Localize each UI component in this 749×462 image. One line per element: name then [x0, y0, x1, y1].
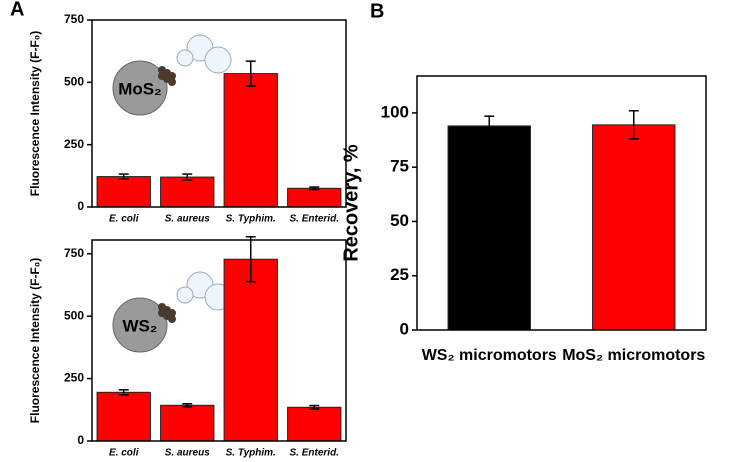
bar — [287, 406, 342, 442]
bar — [447, 125, 531, 331]
x-tick-label: E. coli — [109, 448, 139, 459]
error-bar — [309, 186, 320, 191]
x-tick-label: WS₂ micromotors — [422, 347, 557, 364]
bubble — [176, 49, 194, 67]
y-tick-label: 0 — [400, 319, 409, 338]
bar — [223, 73, 278, 208]
sphere-label: MoS₂ — [118, 79, 161, 98]
x-tick-label: S. aureus — [165, 448, 210, 459]
plot-frame — [91, 239, 347, 442]
x-tick-label: S. Enterid. — [290, 448, 339, 459]
panel-label: A — [10, 0, 24, 20]
bar — [160, 176, 215, 208]
bubble — [176, 286, 194, 304]
plot-frame — [91, 19, 347, 208]
bar — [223, 258, 278, 442]
y-tick-label: 500 — [64, 308, 84, 322]
bar — [96, 391, 151, 442]
bar — [96, 176, 151, 208]
y-tick-label: 250 — [64, 371, 84, 385]
error-bar — [118, 173, 129, 180]
plot-frame — [416, 75, 707, 331]
error-bar — [118, 389, 129, 396]
panel-label: B — [370, 0, 384, 22]
particle — [168, 78, 176, 86]
error-bar — [309, 404, 320, 410]
bubble — [204, 46, 232, 74]
x-tick-label: S. Typhim. — [226, 214, 276, 225]
sphere — [112, 60, 168, 116]
y-axis-label: Fluorescence Intensity (F-F₀) — [28, 258, 42, 423]
error-bar — [245, 236, 256, 283]
bar — [592, 124, 676, 331]
x-tick-label: S. aureus — [165, 214, 210, 225]
y-tick-label: 50 — [390, 211, 409, 230]
y-tick-label: 25 — [390, 265, 409, 284]
error-bar — [182, 173, 193, 181]
bar — [160, 404, 215, 442]
y-tick-label: 750 — [64, 246, 84, 260]
y-tick-label: 100 — [381, 102, 409, 121]
y-axis-label: Recovery, % — [340, 144, 362, 262]
error-bar — [628, 109, 639, 140]
y-tick-label: 750 — [64, 12, 84, 26]
x-tick-label: MoS₂ micromotors — [562, 347, 705, 364]
error-bar — [182, 403, 193, 408]
x-tick-label: E. coli — [109, 214, 139, 225]
error-bar — [484, 115, 495, 137]
y-tick-label: 500 — [64, 75, 84, 89]
sphere — [112, 297, 168, 353]
x-tick-label: S. Typhim. — [226, 448, 276, 459]
sphere-label: WS₂ — [123, 316, 158, 335]
y-tick-label: 0 — [77, 199, 84, 213]
bar — [287, 187, 342, 208]
y-axis-label: Fluorescence Intensity (F-F₀) — [28, 31, 42, 196]
error-bar — [245, 60, 256, 87]
y-tick-label: 75 — [390, 157, 409, 176]
y-tick-label: 0 — [77, 433, 84, 447]
particle — [168, 315, 176, 323]
y-tick-label: 250 — [64, 137, 84, 151]
x-tick-label: S. Enterid. — [290, 214, 339, 225]
